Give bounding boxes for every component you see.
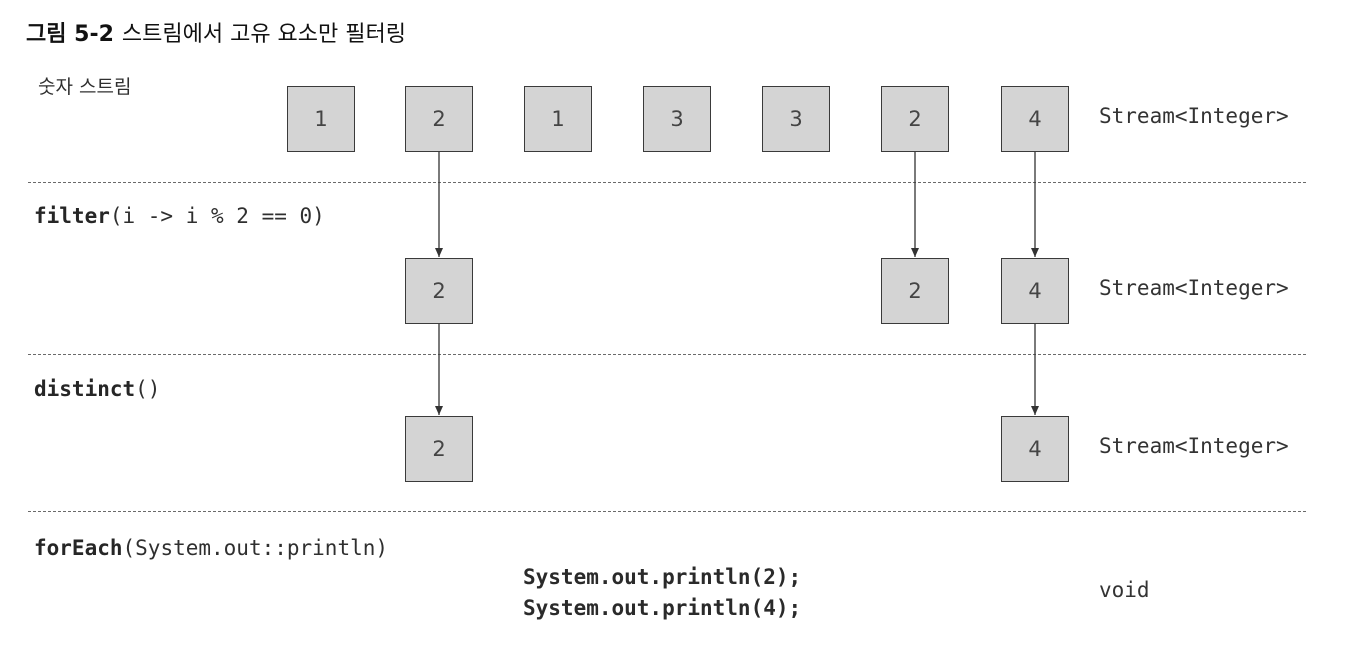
source-row-label: 숫자 스트림	[38, 76, 132, 98]
output-line: System.out.println(2);	[523, 565, 802, 589]
filter-element-box: 4	[1001, 258, 1069, 324]
foreach-return-type: void	[1099, 578, 1150, 602]
figure-number: 그림 5-2	[26, 22, 114, 47]
filter-method-name: filter	[34, 204, 110, 228]
foreach-row-label: forEach(System.out::println)	[34, 536, 388, 560]
figure-caption: 스트림에서 고유 요소만 필터링	[121, 22, 406, 47]
foreach-method-args: (System.out::println)	[122, 536, 389, 560]
source-element-box: 2	[881, 86, 949, 152]
source-element-box: 1	[287, 86, 355, 152]
distinct-stream-type: Stream<Integer>	[1099, 434, 1289, 458]
distinct-method-name: distinct	[34, 377, 136, 401]
figure-title: 그림 5-2 스트림에서 고유 요소만 필터링	[26, 16, 406, 48]
foreach-output: System.out.println(2); System.out.printl…	[523, 562, 801, 624]
source-stream-type: Stream<Integer>	[1099, 104, 1289, 128]
distinct-row-label: distinct()	[34, 377, 160, 401]
foreach-method-name: forEach	[34, 536, 123, 560]
distinct-method-args: ()	[135, 377, 161, 401]
output-line: System.out.println(4);	[523, 596, 802, 620]
source-element-box: 2	[405, 86, 473, 152]
source-element-box: 3	[643, 86, 711, 152]
source-element-box: 4	[1001, 86, 1069, 152]
filter-method-args: (i -> i % 2 == 0)	[109, 204, 325, 228]
distinct-element-box: 2	[405, 416, 473, 482]
filter-stream-type: Stream<Integer>	[1099, 276, 1289, 300]
source-element-box: 1	[524, 86, 592, 152]
filter-element-box: 2	[881, 258, 949, 324]
row-divider	[28, 511, 1306, 512]
distinct-element-box: 4	[1001, 416, 1069, 482]
row-divider	[28, 182, 1306, 183]
row-divider	[28, 354, 1306, 355]
source-element-box: 3	[762, 86, 830, 152]
filter-element-box: 2	[405, 258, 473, 324]
filter-row-label: filter(i -> i % 2 == 0)	[34, 204, 325, 228]
